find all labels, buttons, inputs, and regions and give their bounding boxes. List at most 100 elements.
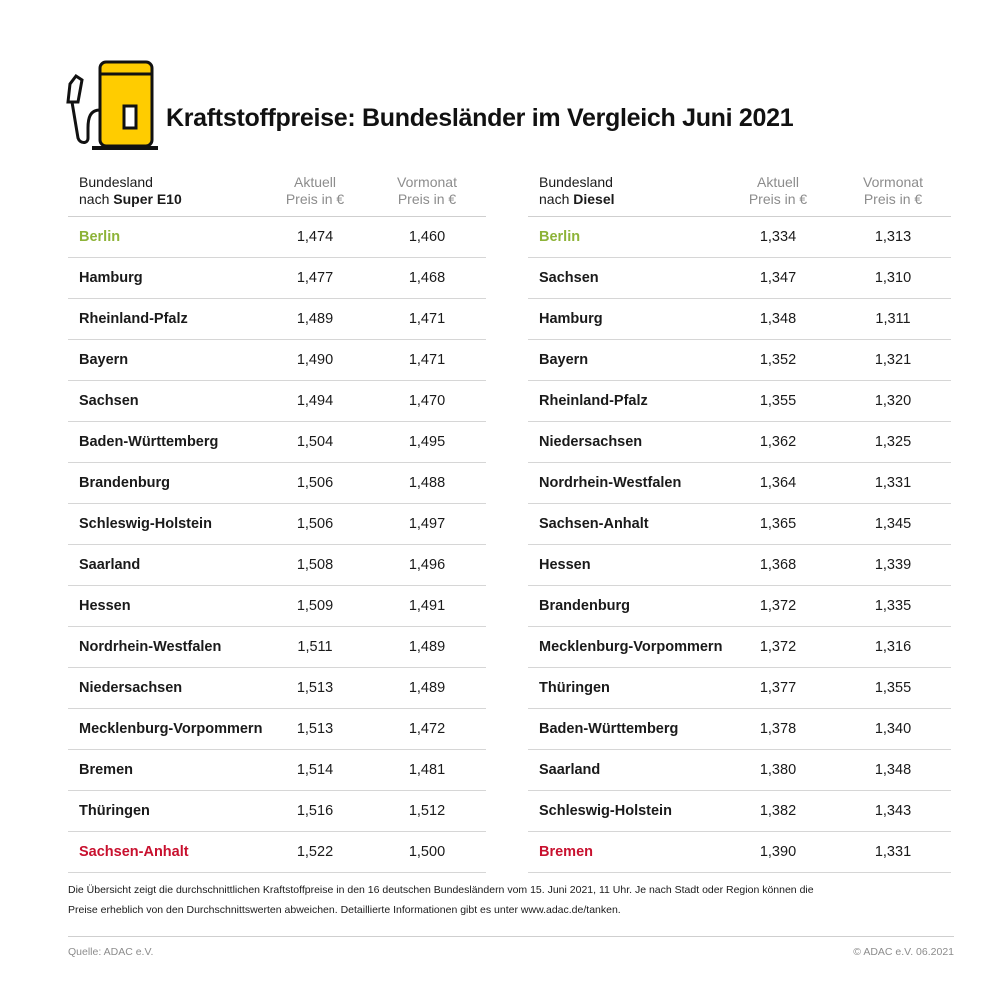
current-price: 1,477 [296, 270, 334, 286]
header-current-line2: Preis in € [285, 191, 345, 207]
current-price: 1,380 [759, 762, 797, 778]
previous-price: 1,496 [408, 557, 446, 573]
state-name: Berlin [539, 229, 581, 245]
current-price: 1,362 [759, 434, 797, 450]
table-header: Bundesland nach Diesel Aktuell Preis in … [528, 168, 951, 217]
state-name: Sachsen [539, 270, 599, 286]
header-bundesland: Bundesland nach Diesel [539, 174, 615, 208]
state-name: Nordrhein-Westfalen [539, 475, 682, 491]
current-price: 1,516 [296, 803, 334, 819]
state-name: Brandenburg [539, 598, 631, 614]
header-previous-line1: Vormonat [397, 174, 457, 190]
current-price: 1,372 [759, 598, 797, 614]
previous-price: 1,335 [874, 598, 912, 614]
state-name: Mecklenburg-Vorpommern [539, 639, 723, 655]
diesel-table: Bundesland nach Diesel Aktuell Preis in … [528, 168, 951, 873]
footnote: Die Übersicht zeigt die durchschnittlich… [68, 880, 868, 920]
fuel-pump-icon [66, 58, 162, 154]
table-row: Mecklenburg-Vorpommern 1,372 1,316 [528, 627, 951, 668]
copyright-label: © ADAC e.V. 06.2021 [853, 946, 954, 958]
header-current: Aktuell Preis in € [723, 174, 833, 208]
current-price: 1,509 [296, 598, 334, 614]
footer-divider [68, 936, 954, 937]
previous-price: 1,331 [874, 844, 912, 860]
previous-price: 1,495 [408, 434, 446, 450]
header-current-line1: Aktuell [756, 174, 800, 190]
state-name: Schleswig-Holstein [79, 516, 212, 532]
table-row: Saarland 1,380 1,348 [528, 750, 951, 791]
table-row: Baden-Württemberg 1,504 1,495 [68, 422, 486, 463]
previous-price: 1,512 [408, 803, 446, 819]
current-price: 1,348 [759, 311, 797, 327]
state-name: Hamburg [79, 270, 143, 286]
header-fuel: Super E10 [113, 191, 182, 207]
table-row: Schleswig-Holstein 1,506 1,497 [68, 504, 486, 545]
current-price: 1,511 [297, 639, 333, 655]
state-name: Saarland [539, 762, 601, 778]
table-row: Thüringen 1,377 1,355 [528, 668, 951, 709]
table-row: Sachsen-Anhalt 1,365 1,345 [528, 504, 951, 545]
header-current-line1: Aktuell [293, 174, 337, 190]
current-price: 1,506 [296, 475, 334, 491]
state-name: Sachsen-Anhalt [79, 844, 189, 860]
previous-price: 1,355 [874, 680, 912, 696]
header-previous: Vormonat Preis in € [372, 174, 482, 208]
table-row: Brandenburg 1,506 1,488 [68, 463, 486, 504]
table-row: Nordrhein-Westfalen 1,364 1,331 [528, 463, 951, 504]
table-row: Bayern 1,352 1,321 [528, 340, 951, 381]
header-prefix: nach [79, 191, 114, 207]
current-price: 1,377 [759, 680, 797, 696]
table-row: Baden-Württemberg 1,378 1,340 [528, 709, 951, 750]
table-row: Schleswig-Holstein 1,382 1,343 [528, 791, 951, 832]
header-line1: Bundesland [79, 174, 153, 190]
table-row: Saarland 1,508 1,496 [68, 545, 486, 586]
state-name: Berlin [79, 229, 121, 245]
state-name: Mecklenburg-Vorpommern [79, 721, 263, 737]
state-name: Sachsen-Anhalt [539, 516, 649, 532]
previous-price: 1,343 [874, 803, 912, 819]
table-row: Sachsen 1,347 1,310 [528, 258, 951, 299]
header-previous-line1: Vormonat [863, 174, 923, 190]
state-name: Hessen [539, 557, 591, 573]
table-row: Hessen 1,368 1,339 [528, 545, 951, 586]
current-price: 1,490 [296, 352, 334, 368]
current-price: 1,508 [296, 557, 334, 573]
state-name: Bremen [79, 762, 133, 778]
current-price: 1,334 [759, 229, 797, 245]
state-name: Baden-Württemberg [539, 721, 679, 737]
current-price: 1,514 [296, 762, 334, 778]
previous-price: 1,313 [874, 229, 912, 245]
state-name: Niedersachsen [539, 434, 643, 450]
state-name: Rheinland-Pfalz [539, 393, 648, 409]
header-prefix: nach [539, 191, 574, 207]
header-bundesland: Bundesland nach Super E10 [79, 174, 182, 208]
table-row: Rheinland-Pfalz 1,355 1,320 [528, 381, 951, 422]
previous-price: 1,316 [874, 639, 912, 655]
table-row: Niedersachsen 1,513 1,489 [68, 668, 486, 709]
header-previous-line2: Preis in € [397, 191, 457, 207]
header-current: Aktuell Preis in € [260, 174, 370, 208]
table-row: Berlin 1,474 1,460 [68, 217, 486, 258]
previous-price: 1,345 [874, 516, 912, 532]
footnote-line1: Die Übersicht zeigt die durchschnittlich… [68, 884, 814, 896]
previous-price: 1,468 [408, 270, 446, 286]
current-price: 1,378 [759, 721, 797, 737]
previous-price: 1,331 [874, 475, 912, 491]
current-price: 1,372 [759, 639, 797, 655]
state-name: Bayern [79, 352, 129, 368]
previous-price: 1,460 [408, 229, 446, 245]
header-fuel: Diesel [573, 191, 615, 207]
previous-price: 1,488 [408, 475, 446, 491]
current-price: 1,368 [759, 557, 797, 573]
table-header: Bundesland nach Super E10 Aktuell Preis … [68, 168, 486, 217]
previous-price: 1,481 [408, 762, 446, 778]
previous-price: 1,340 [874, 721, 912, 737]
state-name: Rheinland-Pfalz [79, 311, 188, 327]
state-name: Bayern [539, 352, 589, 368]
header-previous-line2: Preis in € [863, 191, 923, 207]
current-price: 1,504 [296, 434, 334, 450]
state-name: Schleswig-Holstein [539, 803, 672, 819]
state-name: Saarland [79, 557, 141, 573]
header-previous: Vormonat Preis in € [838, 174, 948, 208]
table-row: Sachsen 1,494 1,470 [68, 381, 486, 422]
